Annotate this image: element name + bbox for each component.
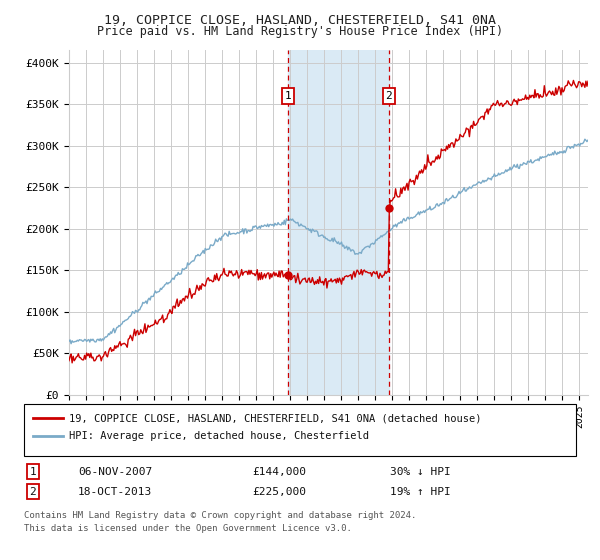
Text: 2: 2 bbox=[386, 91, 392, 101]
Bar bbox=[287, 50, 389, 395]
Text: 1: 1 bbox=[29, 466, 37, 477]
Text: 1: 1 bbox=[284, 91, 291, 101]
Text: 30% ↓ HPI: 30% ↓ HPI bbox=[390, 466, 451, 477]
Text: This data is licensed under the Open Government Licence v3.0.: This data is licensed under the Open Gov… bbox=[24, 524, 352, 533]
Text: 19, COPPICE CLOSE, HASLAND, CHESTERFIELD, S41 0NA: 19, COPPICE CLOSE, HASLAND, CHESTERFIELD… bbox=[104, 14, 496, 27]
Text: Contains HM Land Registry data © Crown copyright and database right 2024.: Contains HM Land Registry data © Crown c… bbox=[24, 511, 416, 520]
Text: HPI: Average price, detached house, Chesterfield: HPI: Average price, detached house, Ches… bbox=[69, 431, 369, 441]
Text: 06-NOV-2007: 06-NOV-2007 bbox=[78, 466, 152, 477]
Text: 2: 2 bbox=[29, 487, 37, 497]
Text: £225,000: £225,000 bbox=[252, 487, 306, 497]
Text: Price paid vs. HM Land Registry's House Price Index (HPI): Price paid vs. HM Land Registry's House … bbox=[97, 25, 503, 38]
Text: £144,000: £144,000 bbox=[252, 466, 306, 477]
Text: 18-OCT-2013: 18-OCT-2013 bbox=[78, 487, 152, 497]
Text: 19, COPPICE CLOSE, HASLAND, CHESTERFIELD, S41 0NA (detached house): 19, COPPICE CLOSE, HASLAND, CHESTERFIELD… bbox=[69, 413, 482, 423]
Text: 19% ↑ HPI: 19% ↑ HPI bbox=[390, 487, 451, 497]
